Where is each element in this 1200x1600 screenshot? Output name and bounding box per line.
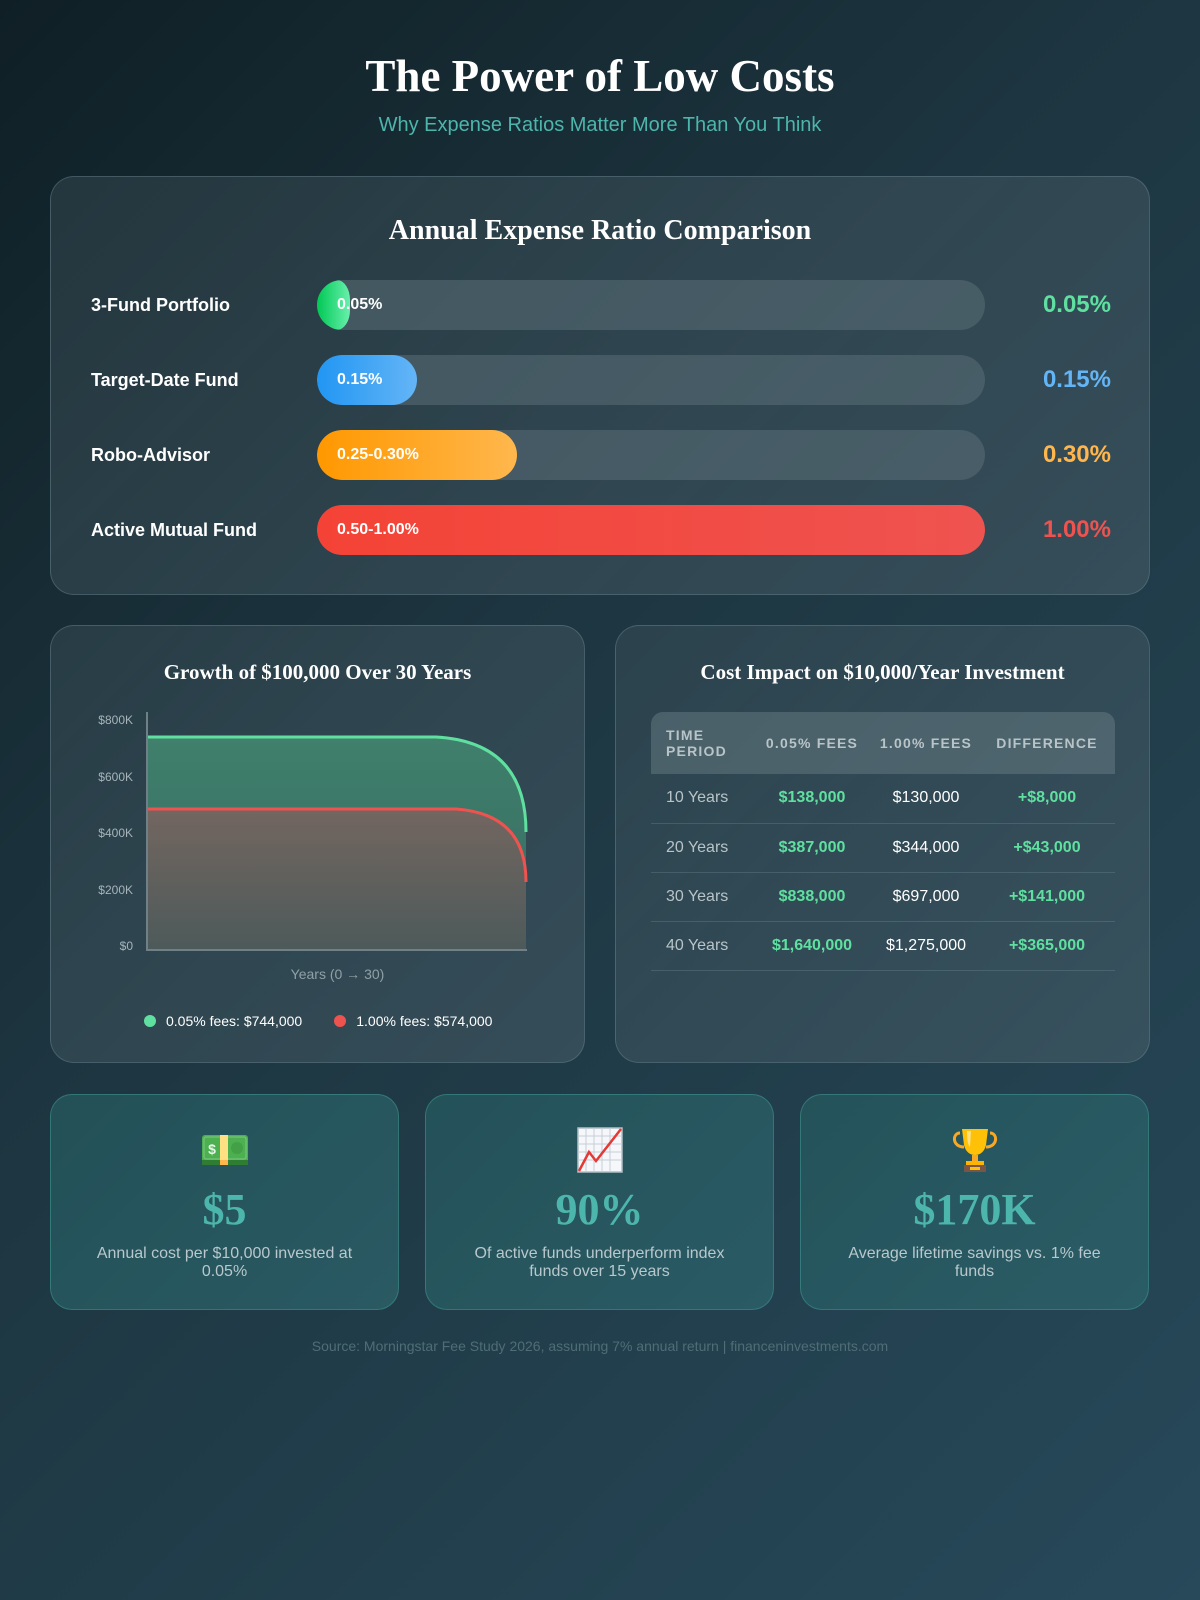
cell-difference: +$43,000 — [979, 823, 1115, 873]
cell-high-fee: $344,000 — [873, 823, 979, 873]
ratio-value: 0.30% — [1042, 441, 1111, 468]
page-title: The Power of Low Costs — [365, 51, 835, 101]
ratio-bar-fill — [317, 505, 985, 555]
cell-high-fee: $1,275,000 — [873, 921, 979, 971]
growth-chart-title: Growth of $100,000 Over 30 Years — [163, 660, 472, 684]
cell-difference: +$8,000 — [979, 774, 1115, 824]
y-tick: $400K — [98, 826, 133, 840]
stat-value: $170K — [913, 1185, 1036, 1234]
page-subtitle: Why Expense Ratios Matter More Than You … — [378, 114, 822, 136]
stat-description: Of active funds underperform index funds… — [474, 1245, 725, 1280]
ratio-bar-track: 0.05% — [317, 280, 985, 330]
cell-low-fee: $1,640,000 — [751, 921, 873, 971]
ratio-bar-track: 0.50-1.00% — [317, 505, 985, 555]
stat-value: $5 — [202, 1185, 247, 1234]
ratio-row-target-date: Target-Date Fund 0.15% 0.15% — [91, 355, 1111, 405]
ratio-label: Target-Date Fund — [91, 370, 239, 390]
stat-value: 90% — [555, 1185, 644, 1234]
ratio-label: 3-Fund Portfolio — [91, 295, 230, 315]
legend-item-low-fee: 0.05% fees: $744,000 — [144, 1013, 302, 1029]
table-row: 30 Years $838,000 $697,000 +$141,000 — [651, 872, 1115, 922]
stat-card-underperform: 90% Of active funds underperform index f… — [425, 1094, 774, 1310]
ratio-bar-text: 0.50-1.00% — [337, 521, 419, 538]
legend-dot-icon — [334, 1015, 347, 1027]
ratio-bar-text: 0.05% — [337, 296, 383, 313]
header-low-fee: 0.05% Fees — [765, 735, 859, 751]
ratio-bar-track: 0.25-0.30% — [317, 430, 985, 480]
cell-high-fee: $697,000 — [873, 872, 979, 922]
table-row: 10 Years $138,000 $130,000 +$8,000 — [651, 774, 1115, 824]
ratio-label: Active Mutual Fund — [91, 520, 257, 540]
line-low-fee — [146, 735, 528, 833]
stat-card-annual-cost: $ $5 Annual cost per $10,000 invested at… — [50, 1094, 399, 1310]
stat-description: Average lifetime savings vs. 1% fee fund… — [848, 1245, 1101, 1280]
ratio-bar-fill — [317, 355, 417, 405]
line-high-fee — [146, 807, 528, 883]
table-row: 20 Years $387,000 $344,000 +$43,000 — [651, 823, 1115, 873]
ratio-row-robo-advisor: Robo-Advisor 0.25-0.30% 0.30% — [91, 430, 1111, 480]
cost-impact-table: Time Period 0.05% Fees 1.00% Fees Differ… — [651, 712, 1115, 971]
stat-description: Annual cost per $10,000 invested at 0.05… — [96, 1245, 353, 1280]
ratio-value: 0.05% — [1042, 291, 1111, 318]
y-tick: $0 — [119, 939, 133, 953]
chart-increasing-icon — [426, 1125, 773, 1175]
trophy-icon — [801, 1125, 1148, 1175]
money-icon: $ — [51, 1125, 398, 1175]
cell-period: 20 Years — [651, 823, 751, 873]
source-footer: Source: Morningstar Fee Study 2026, assu… — [311, 1338, 889, 1354]
cell-low-fee: $838,000 — [751, 872, 873, 922]
legend-item-high-fee: 1.00% fees: $574,000 — [334, 1013, 492, 1029]
stat-card-lifetime-savings: $170K Average lifetime savings vs. 1% fe… — [800, 1094, 1149, 1310]
cell-low-fee: $138,000 — [751, 774, 873, 824]
legend-dot-icon — [144, 1015, 156, 1027]
growth-chart-card: Growth of $100,000 Over 30 Years $800K $… — [50, 625, 585, 1063]
ratio-bar-text: 0.25-0.30% — [337, 446, 419, 463]
cell-period: 30 Years — [651, 872, 751, 922]
cell-low-fee: $387,000 — [751, 823, 873, 873]
y-tick: $800K — [98, 713, 133, 727]
legend-label: 1.00% fees: $574,000 — [356, 1013, 493, 1029]
table-header-row: Time Period 0.05% Fees 1.00% Fees Differ… — [651, 712, 1115, 774]
cell-high-fee: $130,000 — [873, 774, 979, 824]
expense-ratio-title: Annual Expense Ratio Comparison — [388, 215, 812, 246]
cost-impact-title: Cost Impact on $10,000/Year Investment — [700, 660, 1065, 684]
ratio-value: 1.00% — [1042, 516, 1111, 543]
cost-impact-card: Cost Impact on $10,000/Year Investment T… — [615, 625, 1150, 1063]
x-axis-label: Years (0 → 30) — [290, 966, 385, 982]
ratio-label: Robo-Advisor — [91, 445, 210, 465]
cell-period: 40 Years — [651, 921, 751, 971]
cell-difference: +$141,000 — [979, 872, 1115, 922]
header-time-period: Time Period — [666, 727, 727, 759]
svg-text:$: $ — [208, 1141, 216, 1157]
header-high-fee: 1.00% Fees — [879, 735, 973, 751]
header-difference: Difference — [996, 735, 1098, 751]
cell-period: 10 Years — [651, 774, 751, 824]
legend-label: 0.05% fees: $744,000 — [166, 1013, 303, 1029]
ratio-bar-track: 0.15% — [317, 355, 985, 405]
ratio-row-3-fund: 3-Fund Portfolio 0.05% 0.05% — [91, 280, 1111, 330]
growth-area-chart — [146, 712, 528, 951]
cell-difference: +$365,000 — [979, 921, 1115, 971]
ratio-bar-fill — [317, 280, 350, 330]
y-tick: $200K — [98, 883, 133, 897]
table-row: 40 Years $1,640,000 $1,275,000 +$365,000 — [651, 921, 1115, 971]
ratio-row-active-mutual: Active Mutual Fund 0.50-1.00% 1.00% — [91, 505, 1111, 555]
expense-ratio-card: Annual Expense Ratio Comparison 3-Fund P… — [50, 176, 1150, 595]
y-tick: $600K — [98, 770, 133, 784]
area-high-fee — [146, 809, 526, 950]
ratio-bar-text: 0.15% — [337, 371, 383, 388]
ratio-value: 0.15% — [1042, 366, 1111, 393]
ratio-bar-fill — [317, 430, 517, 480]
chart-legend: 0.05% fees: $744,000 1.00% fees: $574,00… — [144, 1013, 492, 1029]
page-header: The Power of Low Costs Why Expense Ratio… — [0, 0, 1200, 137]
